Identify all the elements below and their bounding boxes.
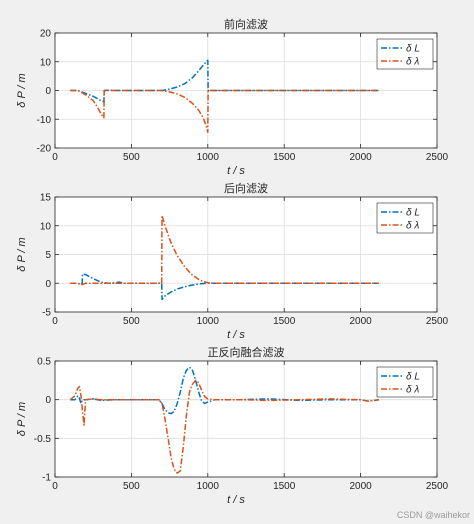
legend-entry-label: δ L xyxy=(406,44,420,55)
y-tick-label: 20 xyxy=(40,29,52,40)
legend-entry-label: δ λ xyxy=(406,221,419,232)
legend-box xyxy=(376,38,434,70)
x-tick-label: 500 xyxy=(123,152,140,163)
y-tick-label: 0.5 xyxy=(37,357,51,368)
x-tick-label: 2500 xyxy=(426,481,449,492)
legend-entry-label: δ L xyxy=(406,372,420,383)
chart-title: 正反向融合滤波 xyxy=(208,345,285,359)
chart-panel-3: 0 500 1000 1500 2000 2500 -1 -0.5 0 0.5 正反向融合滤波 t /… xyxy=(16,345,449,506)
x-tick-label: 1500 xyxy=(273,152,296,163)
chart-title: 后向滤波 xyxy=(224,181,268,195)
y-tick-label: 10 xyxy=(40,221,52,232)
x-tick-label: 0 xyxy=(52,316,58,327)
x-tick-label: 1500 xyxy=(273,481,296,492)
x-tick-label: 0 xyxy=(52,481,58,492)
legend-entry-label: δ λ xyxy=(406,57,419,68)
axes-box xyxy=(54,360,438,478)
y-axis-label: δ P / m xyxy=(16,237,28,271)
y-tick-label: 10 xyxy=(40,57,52,68)
series-line-delta-l xyxy=(70,59,379,103)
y-tick-label: -1 xyxy=(42,473,51,484)
x-tick-label: 500 xyxy=(123,316,140,327)
x-tick-label: 1500 xyxy=(273,316,296,327)
x-tick-label: 500 xyxy=(123,481,140,492)
y-tick-label: -20 xyxy=(37,144,52,155)
y-axis-label: δ P / m xyxy=(16,73,28,107)
x-tick-label: 2500 xyxy=(426,152,449,163)
series-line-delta-lambda xyxy=(70,89,379,133)
legend: δ L δ λ xyxy=(376,38,434,70)
y-tick-label: -10 xyxy=(37,115,52,126)
x-axis-label: t / s xyxy=(227,494,245,506)
x-axis-label: t / s xyxy=(227,329,245,341)
y-axis-label: δ P / m xyxy=(16,402,28,436)
x-tick-label: 2000 xyxy=(349,481,372,492)
y-tick-label: 0 xyxy=(45,279,51,290)
x-tick-label: 1000 xyxy=(197,481,220,492)
x-tick-label: 0 xyxy=(52,152,58,163)
y-tick-label: 0 xyxy=(45,86,51,97)
x-tick-label: 2000 xyxy=(349,316,372,327)
chart-panel-1: 0 500 1000 1500 2000 2500 -20 -10 0 10 20 前向滤波 t / s… xyxy=(16,17,449,177)
legend: δ L δ λ xyxy=(376,202,434,234)
x-tick-label: 1000 xyxy=(197,152,220,163)
x-tick-label: 1000 xyxy=(197,316,220,327)
y-tick-label: 5 xyxy=(45,250,51,261)
y-tick-label: -5 xyxy=(42,308,51,319)
legend-box xyxy=(376,202,434,234)
legend-box xyxy=(376,366,434,398)
y-tick-label: 15 xyxy=(40,193,52,204)
watermark: CSDN @waihekor xyxy=(397,510,470,520)
y-tick-label: -0.5 xyxy=(34,434,52,445)
series-line-delta-lambda xyxy=(69,379,380,474)
x-tick-label: 2000 xyxy=(349,152,372,163)
legend: δ L δ λ xyxy=(376,366,434,398)
x-axis-label: t / s xyxy=(227,165,245,177)
y-tick-label: 0 xyxy=(45,395,51,406)
legend-entry-label: δ λ xyxy=(406,385,419,396)
chart-title: 前向滤波 xyxy=(224,17,268,31)
legend-entry-label: δ L xyxy=(406,208,420,219)
x-tick-label: 2500 xyxy=(426,316,449,327)
plot-area xyxy=(55,361,437,477)
